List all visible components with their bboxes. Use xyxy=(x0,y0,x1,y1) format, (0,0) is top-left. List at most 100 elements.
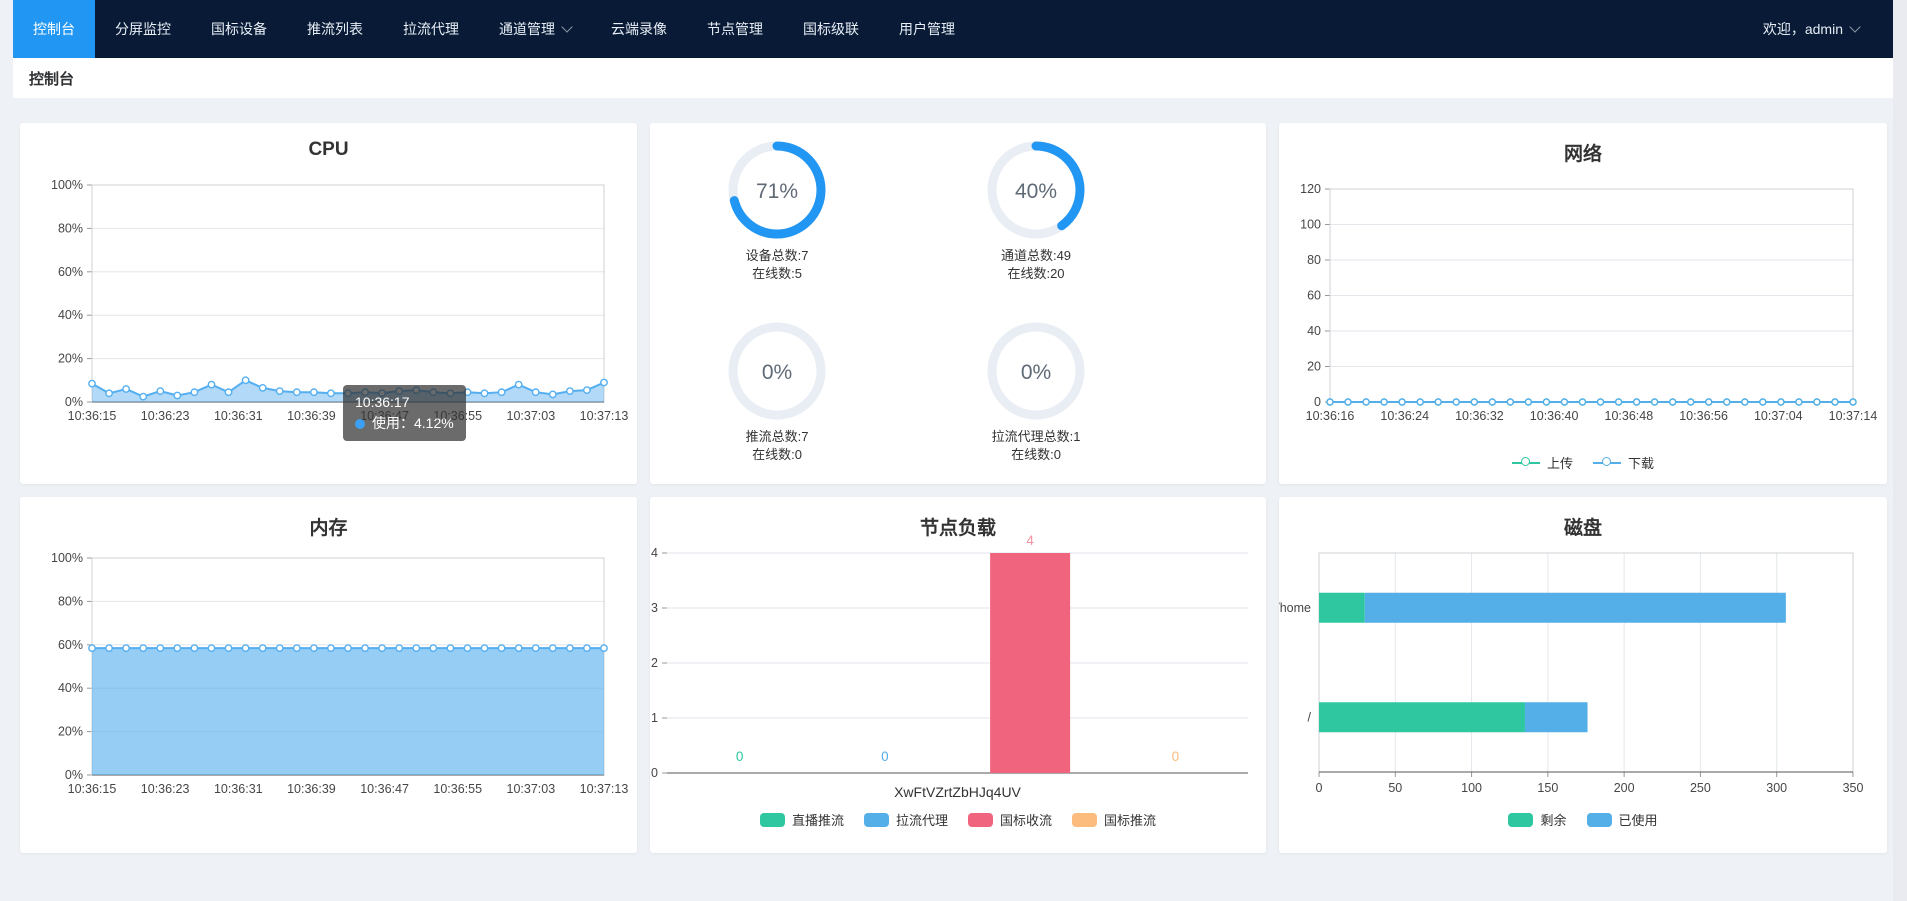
user-menu[interactable]: 欢迎，admin xyxy=(1763,0,1893,58)
node-load-chart-canvas[interactable]: 0 1 2 3 4 0 0 4 0 XwFtVZrtZbHJq4UV xyxy=(650,497,1266,853)
network-chart-canvas[interactable]: 0 20 40 60 80 100 120 10:36:16 10:36:24 10:36:32 1… xyxy=(1279,123,1887,484)
svg-text:10:36:16: 10:36:16 xyxy=(1306,409,1355,423)
legend-item-直播推流[interactable]: 直播推流 xyxy=(759,810,844,829)
panel-node-load: 节点负载 0 1 2 3 4 0 0 4 0 XwFtVZrtZbHJq4UV 直播推流 拉流代理 国… xyxy=(650,497,1266,853)
nav-item-分屏监控[interactable]: 分屏监控 xyxy=(95,0,191,58)
nav-item-label: 分屏监控 xyxy=(115,21,171,37)
svg-text:10:36:56: 10:36:56 xyxy=(1679,409,1728,423)
svg-text:0: 0 xyxy=(1316,781,1323,795)
tooltip-series-line: 使用：4.12% xyxy=(355,413,454,434)
nav-item-label: 国标设备 xyxy=(211,21,267,37)
gauge-caption: 推流总数:7 在线数:0 xyxy=(745,429,809,462)
nav-item-label: 节点管理 xyxy=(707,21,763,37)
svg-text:80: 80 xyxy=(1307,253,1321,267)
nav-item-label: 国标级联 xyxy=(803,21,859,37)
legend-item-剩余[interactable]: 剩余 xyxy=(1508,810,1567,829)
svg-text:10:36:24: 10:36:24 xyxy=(1380,409,1429,423)
chart-tooltip: 10:36:17 使用：4.12% xyxy=(343,385,466,441)
legend-swatch-icon xyxy=(968,812,993,827)
nav-item-通道管理[interactable]: 通道管理 xyxy=(479,0,591,58)
gauge-caption: 通道总数:49 在线数:20 xyxy=(1000,248,1072,281)
svg-text:1: 1 xyxy=(651,711,658,725)
nav-item-控制台[interactable]: 控制台 xyxy=(13,0,95,58)
line-marker-icon xyxy=(1593,456,1621,469)
svg-text:10:37:04: 10:37:04 xyxy=(1754,409,1803,423)
nav-item-拉流代理[interactable]: 拉流代理 xyxy=(383,0,479,58)
svg-text:0%: 0% xyxy=(1021,361,1051,384)
legend-item-下载[interactable]: 下载 xyxy=(1593,453,1654,472)
panel-memory: 内存 0% 20% 40% 60% 80% 100% 10:36:15 10:36:23 10:… xyxy=(20,497,637,853)
svg-text:100: 100 xyxy=(1461,781,1482,795)
svg-text:10:36:31: 10:36:31 xyxy=(214,782,263,796)
nav-item-节点管理[interactable]: 节点管理 xyxy=(687,0,783,58)
svg-text:40%: 40% xyxy=(58,308,83,322)
top-nav: 控制台 分屏监控 国标设备 推流列表 拉流代理 通道管理 云端录像 节点管理 国标级联 用户管理 … xyxy=(13,0,1893,58)
chevron-down-icon xyxy=(561,21,573,33)
svg-text:10:36:15: 10:36:15 xyxy=(68,782,117,796)
svg-text:10:36:23: 10:36:23 xyxy=(141,782,190,796)
panel-stats: 71% 40% 0% 0% 设备总数:7 在线数:5 通道总数:49 在线数:20 推流总数:… xyxy=(650,123,1266,484)
line-marker-icon xyxy=(1511,456,1540,469)
nav-spacer xyxy=(975,0,1763,58)
nav-item-label: 云端录像 xyxy=(611,21,667,37)
legend-label: 已使用 xyxy=(1618,813,1658,828)
svg-text:350: 350 xyxy=(1843,781,1864,795)
svg-text:100%: 100% xyxy=(51,178,83,192)
nav-item-国标设备[interactable]: 国标设备 xyxy=(191,0,287,58)
app-container: 控制台 分屏监控 国标设备 推流列表 拉流代理 通道管理 云端录像 节点管理 国标级联 用户管理 … xyxy=(13,0,1893,866)
breadcrumb-text: 控制台 xyxy=(29,70,75,88)
nav-item-用户管理[interactable]: 用户管理 xyxy=(879,0,975,58)
legend-item-已使用[interactable]: 已使用 xyxy=(1586,810,1658,829)
svg-text:10:36:40: 10:36:40 xyxy=(1530,409,1579,423)
legend-swatch-icon xyxy=(1586,812,1612,827)
svg-text:0%: 0% xyxy=(65,768,83,782)
panel-network: 网络 0 20 40 60 80 100 120 10:36:16 10:36:24 10:36:… xyxy=(1279,123,1887,484)
svg-text:20%: 20% xyxy=(58,352,83,366)
nav-item-国标级联[interactable]: 国标级联 xyxy=(783,0,879,58)
svg-text:XwFtVZrtZbHJq4UV: XwFtVZrtZbHJq4UV xyxy=(894,784,1021,800)
svg-text:10:36:23: 10:36:23 xyxy=(141,409,190,423)
svg-text:10:36:47: 10:36:47 xyxy=(360,782,409,796)
svg-text:71%: 71% xyxy=(756,180,798,203)
nav-item-推流列表[interactable]: 推流列表 xyxy=(287,0,383,58)
tooltip-time: 10:36:17 xyxy=(355,394,410,410)
svg-text:0%: 0% xyxy=(65,395,83,409)
svg-text:40: 40 xyxy=(1307,324,1321,338)
svg-text:80%: 80% xyxy=(58,221,83,235)
nav-item-云端录像[interactable]: 云端录像 xyxy=(591,0,687,58)
svg-text:10:36:48: 10:36:48 xyxy=(1605,409,1654,423)
legend-label: 上传 xyxy=(1546,456,1573,471)
svg-text:10:37:13: 10:37:13 xyxy=(580,782,629,796)
svg-text:/home: /home xyxy=(1279,601,1311,615)
svg-text:10:37:03: 10:37:03 xyxy=(507,409,556,423)
legend-label: 国标收流 xyxy=(1000,813,1053,828)
disk-title: 磁盘 xyxy=(1563,518,1602,539)
svg-text:10:36:31: 10:36:31 xyxy=(214,409,263,423)
legend-item-上传[interactable]: 上传 xyxy=(1511,453,1573,472)
svg-text:100%: 100% xyxy=(51,551,83,565)
gauge-caption: 设备总数:7 在线数:5 xyxy=(745,248,809,281)
legend-swatch-icon xyxy=(1072,812,1098,827)
svg-text:60%: 60% xyxy=(58,638,83,652)
gauge-caption: 拉流代理总数:1 在线数:0 xyxy=(991,429,1081,462)
svg-text:250: 250 xyxy=(1690,781,1711,795)
chart-legend: 上传 下载 xyxy=(1279,453,1887,472)
legend-item-拉流代理[interactable]: 拉流代理 xyxy=(863,810,948,829)
legend-item-国标推流[interactable]: 国标推流 xyxy=(1072,810,1156,829)
disk-chart-canvas[interactable]: 0 50 100 150 200 250 300 350/home / xyxy=(1276,497,1887,853)
memory-chart-canvas[interactable]: 0% 20% 40% 60% 80% 100% 10:36:15 10:36:23 10:36:… xyxy=(20,497,637,853)
svg-text:/: / xyxy=(1308,710,1312,724)
breadcrumb: 控制台 xyxy=(13,58,1893,98)
svg-text:0%: 0% xyxy=(762,361,792,384)
svg-text:200: 200 xyxy=(1614,781,1635,795)
legend-item-国标收流[interactable]: 国标收流 xyxy=(968,810,1052,829)
svg-text:10:36:39: 10:36:39 xyxy=(287,409,336,423)
svg-text:300: 300 xyxy=(1766,781,1787,795)
svg-text:150: 150 xyxy=(1537,781,1558,795)
svg-text:10:37:03: 10:37:03 xyxy=(507,782,556,796)
scrollbar-track[interactable] xyxy=(1893,0,1907,901)
node-load-title: 节点负载 xyxy=(919,518,996,539)
svg-text:3: 3 xyxy=(651,601,658,615)
cpu-chart-canvas[interactable]: 0% 20% 40% 60% 80% 100% 10:36:15 10:36:23 10:36:… xyxy=(20,123,637,484)
svg-text:0: 0 xyxy=(1314,395,1321,409)
